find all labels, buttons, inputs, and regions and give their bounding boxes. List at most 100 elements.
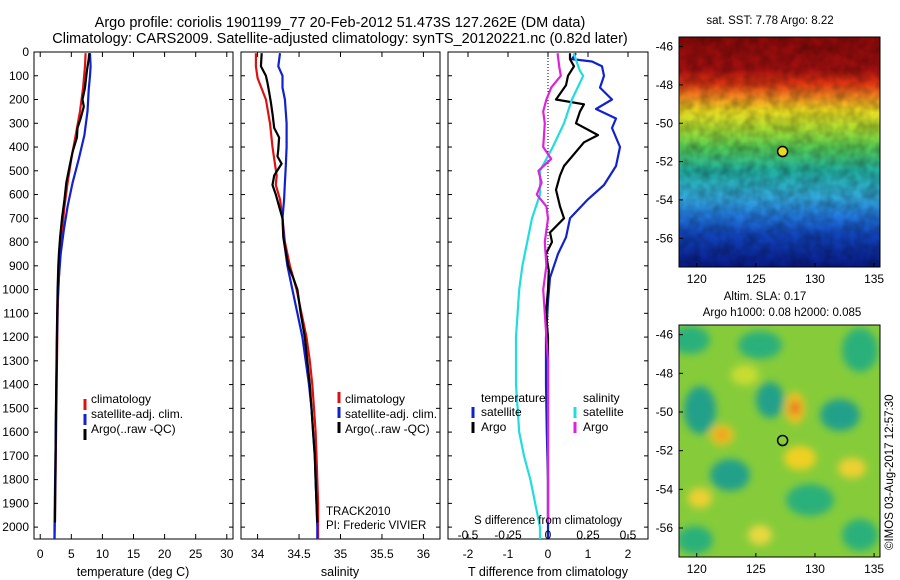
difference-panel: -2 -1 0 1 2 T difference from climatology S … xyxy=(447,51,649,579)
legend-temperature-title: temperature xyxy=(481,391,546,405)
x-tick-label: 0 xyxy=(545,547,552,561)
map-x-tick-label: 125 xyxy=(746,272,766,286)
difference-xlabel-s: S difference from climatology xyxy=(474,515,622,527)
y-tick-label: 0 xyxy=(22,45,29,59)
series-line xyxy=(259,53,319,523)
y-tick-label: 300 xyxy=(9,116,29,130)
s-tick-label: 0.5 xyxy=(620,528,637,542)
map-y-tick-label: -52 xyxy=(656,444,674,458)
y-tick-label: 1100 xyxy=(3,306,29,320)
salinity-xlabel: salinity xyxy=(321,565,360,579)
legend-salinity-title: salinity xyxy=(583,391,620,405)
y-tick-label: 800 xyxy=(9,235,29,249)
x-tick-label: 35.5 xyxy=(370,547,394,561)
sla-blob xyxy=(838,458,866,478)
salinity-y-ticks xyxy=(241,51,440,528)
legend-argo-label: Argo(..raw -QC) xyxy=(91,422,176,436)
x-tick-label: 5 xyxy=(68,547,75,561)
map-x-tick-label: 130 xyxy=(805,562,825,576)
sla-blob xyxy=(731,365,759,385)
sst-field xyxy=(679,37,880,267)
y-tick-label: 700 xyxy=(9,211,29,225)
x-tick-label: 30 xyxy=(220,547,234,561)
y-tick-label: 2000 xyxy=(2,520,29,534)
map-y-tick-label: -48 xyxy=(656,366,674,380)
sla-map-title: Altim. SLA: 0.17 xyxy=(724,291,806,303)
argo-position-marker xyxy=(776,145,789,158)
figure-title-line1: Argo profile: coriolis 1901199_77 20-Feb… xyxy=(95,15,586,31)
map-y-tick-label: -50 xyxy=(656,405,674,419)
sla-blob xyxy=(710,459,750,491)
y-tick-label: 500 xyxy=(9,164,29,178)
credit-stamp: ©IMOS 03-Aug-2017 12:57:30 xyxy=(884,394,896,550)
x-tick-label: 2 xyxy=(625,547,632,561)
s-tick-label: -0.25 xyxy=(494,528,522,542)
legend-argo-label: Argo(..raw -QC) xyxy=(345,422,430,436)
sst-axes-frame xyxy=(678,36,881,268)
difference-legend: temperature salinity satellite Argo sate… xyxy=(471,391,624,434)
x-tick-label: 34.5 xyxy=(287,547,311,561)
y-tick-label: 1300 xyxy=(2,354,29,368)
temperature-xlabel: temperature (deg C) xyxy=(77,565,190,579)
legend-s-satellite-label: satellite xyxy=(583,405,624,419)
sla-map-axes: 120 125 130 135 -46 -48 -50 -52 -54 -56 xyxy=(656,328,885,576)
x-tick-label: 10 xyxy=(96,547,110,561)
sla-map-panel: Altim. SLA: 0.17 Argo h1000: 0.08 h2000:… xyxy=(656,291,885,576)
series-line xyxy=(514,52,585,539)
x-tick-label: -2 xyxy=(463,547,474,561)
sst-map-title: sat. SST: 7.78 Argo: 8.22 xyxy=(706,15,833,27)
salinity-x-axis: 34 34.5 35 35.5 36 xyxy=(251,52,431,561)
x-tick-label: 36 xyxy=(417,547,431,561)
sla-map-subtitle: Argo h1000: 0.08 h2000: 0.085 xyxy=(703,307,862,319)
x-tick-label: 15 xyxy=(127,547,141,561)
series-line xyxy=(254,53,320,539)
sla-blob xyxy=(688,488,712,508)
map-y-tick-label: -50 xyxy=(656,116,674,130)
series-line xyxy=(53,53,91,523)
x-tick-label: 34 xyxy=(251,547,265,561)
series-line xyxy=(544,53,600,523)
difference-lines xyxy=(514,52,622,539)
figure-title-line2: Climatology: CARS2009. Satellite-adjuste… xyxy=(52,31,627,47)
sla-blob xyxy=(842,328,878,372)
y-tick-label: 100 xyxy=(9,69,29,83)
y-tick-label: 1200 xyxy=(2,330,29,344)
temperature-lines xyxy=(53,53,92,540)
salinity-panel: 34 34.5 35 35.5 36 salinity climatology sate… xyxy=(240,51,441,579)
map-y-tick-label: -56 xyxy=(656,521,674,535)
argo-position-marker xyxy=(776,434,789,447)
y-tick-label: 1400 xyxy=(2,378,29,392)
temperature-axes-frame xyxy=(33,51,234,540)
temperature-legend: climatology satellite-adj. clim. Argo(..… xyxy=(83,392,183,440)
sla-blob xyxy=(716,430,728,440)
difference-s-ticklabels: -0.5 -0.25 0 0.25 0.5 xyxy=(458,528,637,542)
difference-xlabel-t: T difference from climatology xyxy=(468,565,629,579)
x-tick-label: -1 xyxy=(503,547,514,561)
y-tick-label: 1000 xyxy=(2,283,29,297)
map-x-tick-label: 120 xyxy=(687,562,707,576)
legend-t-argo-label: Argo xyxy=(481,420,507,434)
track-annotation: TRACK2010 xyxy=(326,506,391,518)
map-y-tick-label: -56 xyxy=(656,231,674,245)
map-y-tick-label: -46 xyxy=(656,328,674,342)
y-tick-label: 1700 xyxy=(2,449,29,463)
legend-s-argo-label: Argo xyxy=(583,420,609,434)
x-tick-label: 1 xyxy=(585,547,592,561)
sla-blob xyxy=(756,382,784,418)
sla-blobs xyxy=(679,326,878,554)
sla-blob xyxy=(684,386,716,434)
legend-satellite-label: satellite-adj. clim. xyxy=(91,407,183,421)
sla-blob xyxy=(842,519,878,551)
y-tick-label: 400 xyxy=(9,140,29,154)
y-tick-label: 1600 xyxy=(2,425,29,439)
sla-blob xyxy=(679,326,710,354)
sla-blob xyxy=(820,399,860,431)
sla-blob xyxy=(748,525,772,545)
sla-blob xyxy=(790,401,800,415)
salinity-lines xyxy=(254,53,320,539)
sla-blob xyxy=(786,484,834,516)
difference-x-axis: -2 -1 0 1 2 xyxy=(463,52,632,561)
y-tick-label: 1900 xyxy=(2,496,29,510)
series-line xyxy=(53,53,87,540)
